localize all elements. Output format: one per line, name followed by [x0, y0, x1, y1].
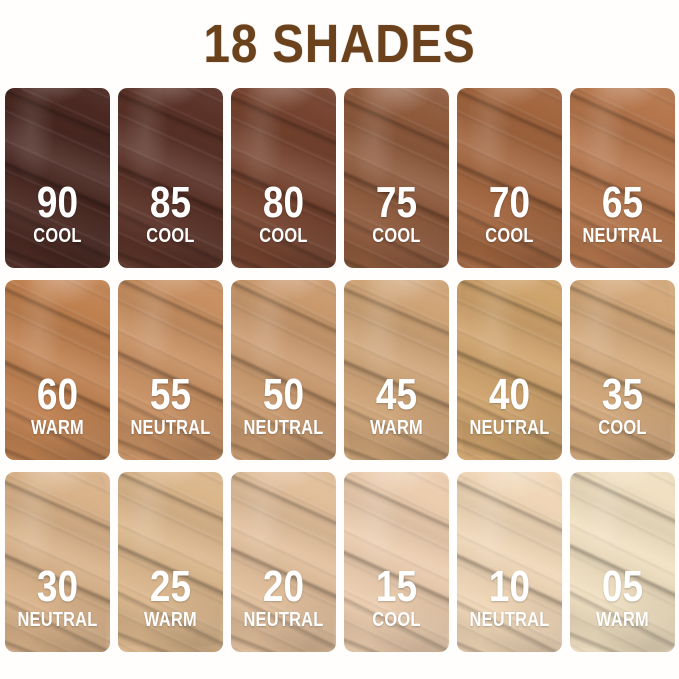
shade-swatch[interactable]: 80 COOL — [230, 88, 336, 268]
shade-swatch[interactable]: 45 WARM — [343, 280, 449, 460]
shade-undertone: WARM — [595, 609, 649, 632]
swatch-color-fill — [230, 88, 336, 268]
shade-undertone: WARM — [30, 417, 84, 440]
shade-undertone: COOL — [258, 225, 308, 248]
swatch-color-fill — [343, 88, 449, 268]
shade-swatch[interactable]: 75 COOL — [343, 88, 449, 268]
swatch-color-fill — [4, 472, 110, 652]
shade-swatch[interactable]: 60 WARM — [4, 280, 110, 460]
shade-undertone: COOL — [371, 225, 421, 248]
shade-number: 50 — [262, 369, 304, 419]
swatch-color-fill — [456, 280, 562, 460]
swatch-labels: 90 COOL — [5, 177, 110, 248]
swatch-labels: 20 NEUTRAL — [231, 561, 336, 632]
swatch-labels: 60 WARM — [5, 369, 110, 440]
swatch-labels: 30 NEUTRAL — [5, 561, 110, 632]
shade-swatch[interactable]: 10 NEUTRAL — [456, 472, 562, 652]
shade-undertone: COOL — [484, 225, 534, 248]
shade-number: 55 — [149, 369, 191, 419]
shade-undertone: NEUTRAL — [129, 417, 211, 440]
shade-undertone: COOL — [597, 417, 647, 440]
swatch-labels: 55 NEUTRAL — [118, 369, 223, 440]
swatch-labels: 80 COOL — [231, 177, 336, 248]
shade-number: 05 — [601, 561, 643, 611]
shade-undertone: NEUTRAL — [242, 417, 324, 440]
shade-swatch[interactable]: 70 COOL — [456, 88, 562, 268]
swatch-labels: 50 NEUTRAL — [231, 369, 336, 440]
shade-number: 10 — [488, 561, 530, 611]
shade-number: 35 — [601, 369, 643, 419]
shade-undertone: WARM — [369, 417, 423, 440]
shade-number: 75 — [375, 177, 417, 227]
page-title: 18 SHADES — [203, 14, 476, 74]
shade-undertone: NEUTRAL — [581, 225, 663, 248]
swatch-color-fill — [117, 472, 223, 652]
shade-undertone: COOL — [371, 609, 421, 632]
swatch-labels: 40 NEUTRAL — [457, 369, 562, 440]
shade-swatch[interactable]: 50 NEUTRAL — [230, 280, 336, 460]
shade-undertone: COOL — [32, 225, 82, 248]
shade-undertone: NEUTRAL — [468, 609, 550, 632]
swatch-labels: 25 WARM — [118, 561, 223, 632]
shade-swatch[interactable]: 85 COOL — [117, 88, 223, 268]
swatch-color-fill — [4, 88, 110, 268]
swatch-color-fill — [456, 88, 562, 268]
swatch-color-fill — [343, 280, 449, 460]
shade-number: 65 — [601, 177, 643, 227]
shade-number: 25 — [149, 561, 191, 611]
swatch-labels: 45 WARM — [344, 369, 449, 440]
swatch-labels: 70 COOL — [457, 177, 562, 248]
swatch-color-fill — [230, 280, 336, 460]
swatch-labels: 85 COOL — [118, 177, 223, 248]
shade-undertone: NEUTRAL — [468, 417, 550, 440]
shade-number: 85 — [149, 177, 191, 227]
swatch-color-fill — [230, 472, 336, 652]
swatch-color-fill — [4, 280, 110, 460]
shade-swatch[interactable]: 15 COOL — [343, 472, 449, 652]
swatch-color-fill — [343, 472, 449, 652]
shade-undertone: COOL — [145, 225, 195, 248]
shade-swatch[interactable]: 55 NEUTRAL — [117, 280, 223, 460]
shade-number: 80 — [262, 177, 304, 227]
swatch-color-fill — [456, 472, 562, 652]
shade-number: 15 — [375, 561, 417, 611]
shade-undertone: WARM — [143, 609, 197, 632]
swatch-labels: 65 NEUTRAL — [570, 177, 675, 248]
shade-undertone: NEUTRAL — [242, 609, 324, 632]
swatch-labels: 05 WARM — [570, 561, 675, 632]
shade-number: 60 — [36, 369, 78, 419]
shade-swatch[interactable]: 25 WARM — [117, 472, 223, 652]
shade-swatch[interactable]: 40 NEUTRAL — [456, 280, 562, 460]
swatch-labels: 15 COOL — [344, 561, 449, 632]
shade-undertone: NEUTRAL — [16, 609, 98, 632]
title-bar: 18 SHADES — [0, 0, 679, 88]
swatch-color-fill — [117, 88, 223, 268]
shade-number: 45 — [375, 369, 417, 419]
swatch-color-fill — [569, 472, 675, 652]
swatch-color-fill — [117, 280, 223, 460]
shade-swatch[interactable]: 05 WARM — [569, 472, 675, 652]
shade-swatch[interactable]: 65 NEUTRAL — [569, 88, 675, 268]
shade-swatch[interactable]: 35 COOL — [569, 280, 675, 460]
shade-number: 90 — [36, 177, 78, 227]
shade-swatch-grid: 90 COOL 85 COOL 80 COOL 75 COOL 70 COOL 65 NEUTRAL 6… — [0, 88, 679, 652]
swatch-color-fill — [569, 88, 675, 268]
swatch-color-fill — [569, 280, 675, 460]
shade-swatch[interactable]: 30 NEUTRAL — [4, 472, 110, 652]
shade-number: 70 — [488, 177, 530, 227]
swatch-labels: 10 NEUTRAL — [457, 561, 562, 632]
swatch-labels: 35 COOL — [570, 369, 675, 440]
shade-number: 20 — [262, 561, 304, 611]
shade-swatch[interactable]: 20 NEUTRAL — [230, 472, 336, 652]
swatch-labels: 75 COOL — [344, 177, 449, 248]
shade-number: 30 — [36, 561, 78, 611]
shade-number: 40 — [488, 369, 530, 419]
shade-swatch[interactable]: 90 COOL — [4, 88, 110, 268]
